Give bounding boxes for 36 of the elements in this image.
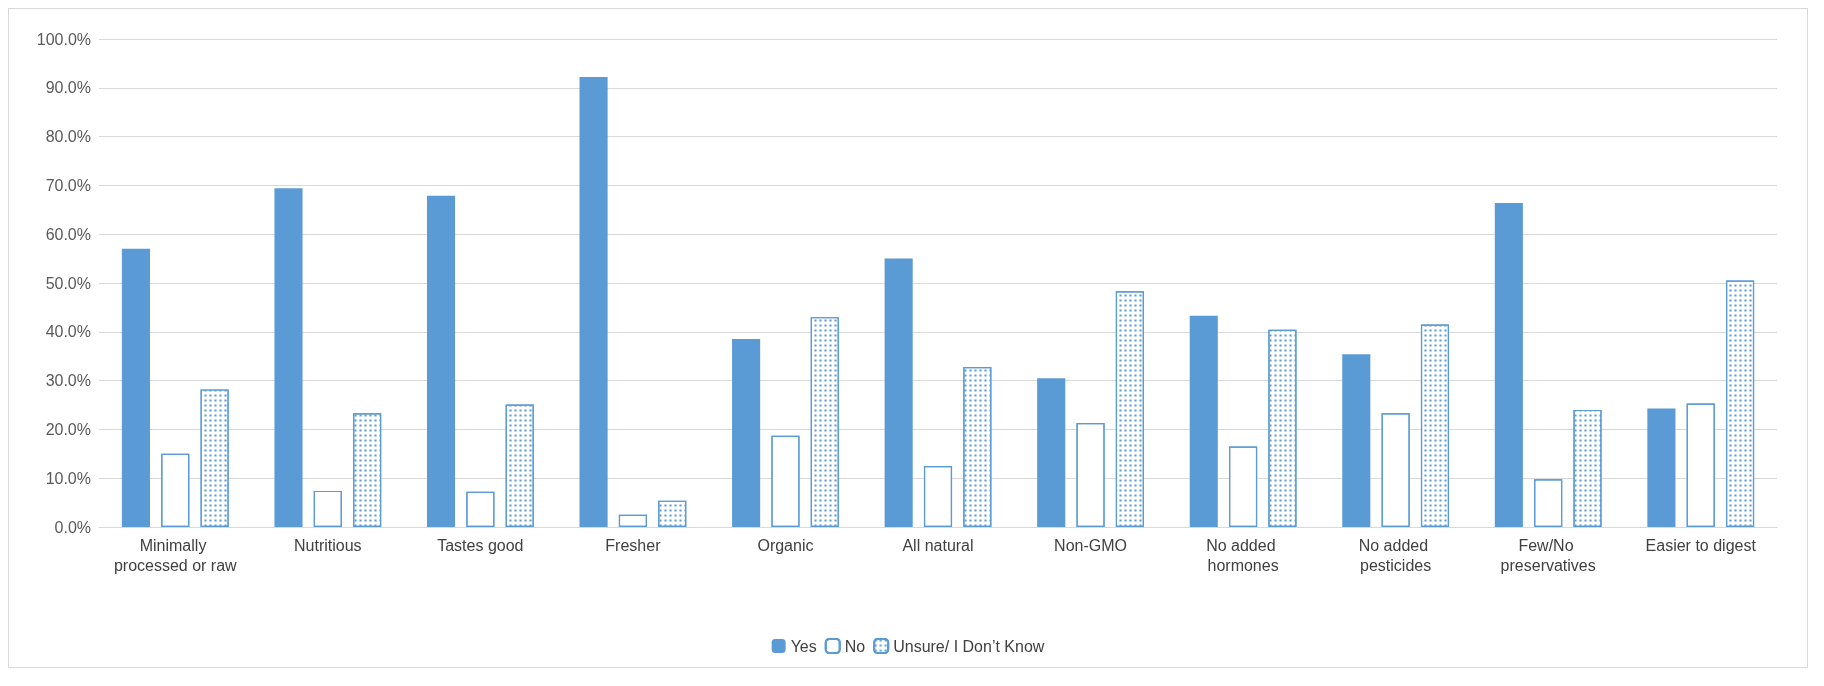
bar: [274, 188, 303, 527]
y-tick-label: 0.0%: [54, 518, 91, 536]
bar: [121, 248, 150, 527]
x-tick-label: Organic: [757, 536, 814, 554]
x-tick-label: Nutritious: [294, 536, 362, 554]
legend-label: Unsure/ I Don’t Know: [893, 637, 1045, 655]
bar: [1189, 315, 1218, 527]
y-tick-label: 50.0%: [45, 274, 91, 292]
y-tick-label: 60.0%: [45, 225, 91, 243]
x-tick-label: Easier to digest: [1645, 536, 1757, 554]
bar: [884, 258, 913, 527]
bar: [1037, 378, 1066, 527]
y-tick-label: 10.0%: [45, 469, 91, 487]
y-tick-label: 80.0%: [45, 128, 91, 146]
legend-label: No: [844, 637, 866, 655]
y-tick-label: 40.0%: [45, 323, 91, 341]
bar: [732, 339, 761, 527]
x-tick-label: No added pesticides: [1358, 536, 1433, 574]
bar: [1342, 354, 1371, 527]
bar: [1647, 408, 1676, 527]
bar: [426, 195, 456, 527]
x-tick-label: Minimally processed or raw: [113, 536, 238, 574]
bar: [1494, 202, 1523, 527]
bar: [579, 77, 608, 527]
x-tick-label: No added hormones: [1206, 536, 1281, 574]
x-tick-label: Fresher: [605, 536, 662, 554]
legend-label: Yes: [790, 637, 817, 655]
y-tick-label: 100.0%: [36, 30, 91, 48]
x-tick-label: All natural: [902, 536, 974, 554]
y-tick-label: 30.0%: [45, 372, 91, 390]
y-tick-label: 70.0%: [45, 176, 91, 194]
y-tick-label: 20.0%: [45, 420, 91, 438]
x-tick-label: Non-GMO: [1054, 536, 1127, 554]
x-tick-label: Tastes good: [437, 536, 524, 554]
y-tick-label: 90.0%: [45, 79, 91, 97]
x-tick-label: Few/No preservatives: [1500, 536, 1596, 574]
